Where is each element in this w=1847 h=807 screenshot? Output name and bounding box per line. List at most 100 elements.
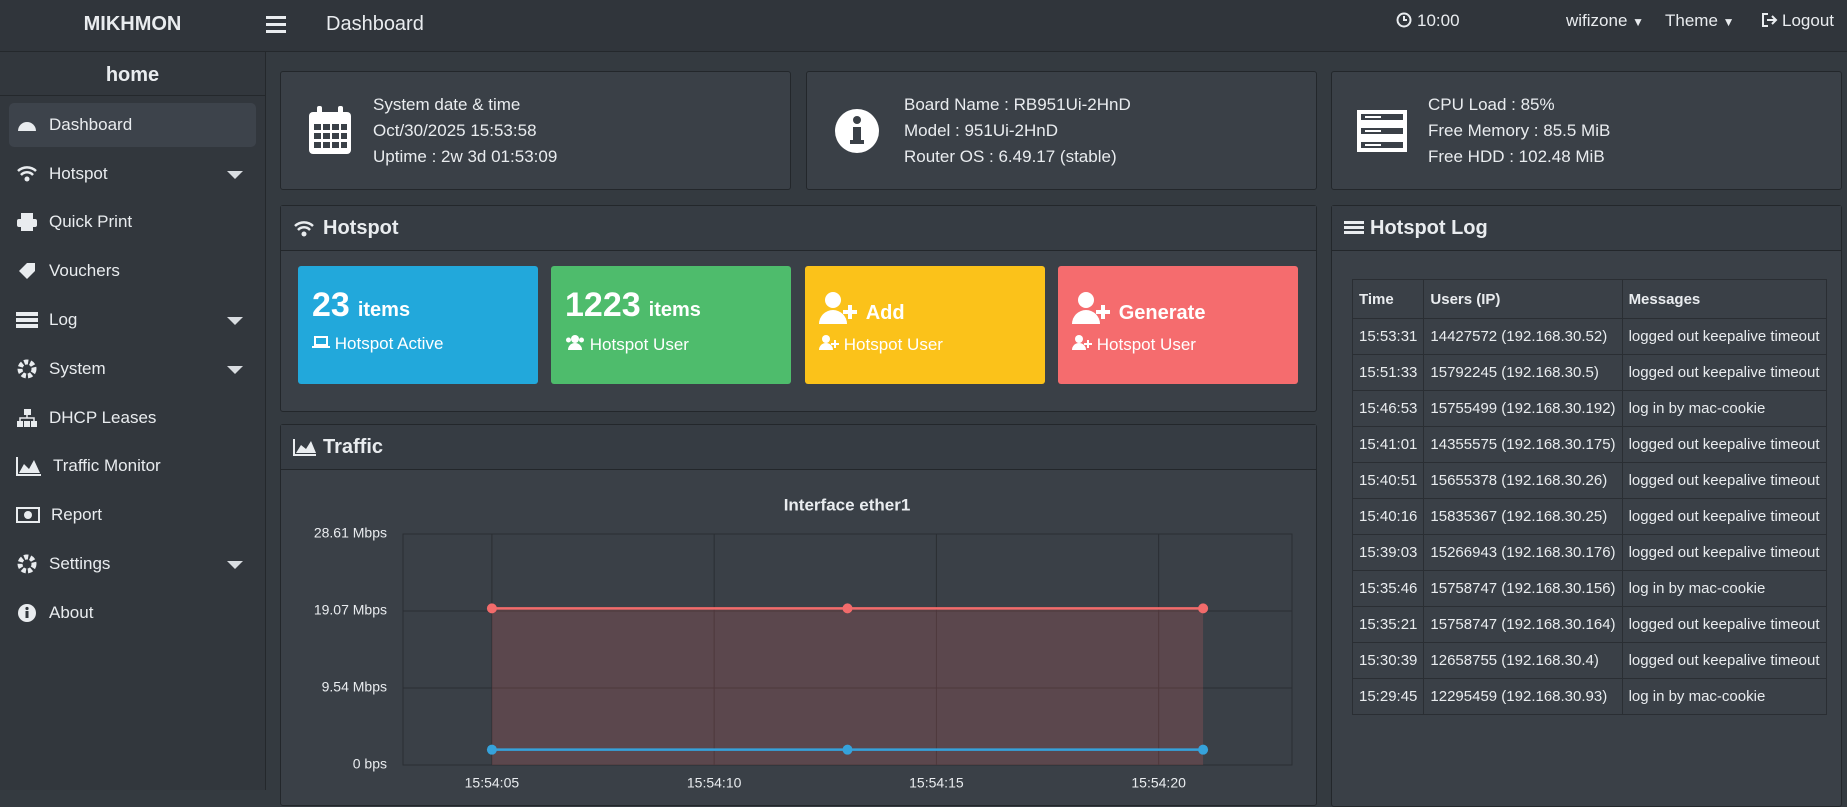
theme-menu[interactable]: Theme ▼ bbox=[1665, 11, 1735, 30]
tile-unit[interactable]: items bbox=[648, 299, 701, 321]
tile-label-text[interactable]: Hotspot User bbox=[843, 335, 943, 354]
nav-item[interactable]: Vouchers bbox=[9, 249, 256, 293]
point bbox=[1198, 744, 1209, 755]
nav-label[interactable]: Settings bbox=[49, 554, 111, 573]
point bbox=[842, 603, 853, 614]
tile-label-text[interactable]: Hotspot User bbox=[1096, 335, 1196, 354]
point bbox=[842, 744, 853, 755]
info-line: Free HDD : 102.48 MiB bbox=[1428, 147, 1605, 166]
nav-icon bbox=[19, 263, 35, 279]
tile[interactable]: Add Hotspot User bbox=[805, 266, 1045, 384]
tile-heading[interactable]: 23 items bbox=[312, 286, 410, 325]
nav-icon bbox=[17, 166, 37, 182]
nav-item[interactable]: Log bbox=[9, 298, 256, 342]
log-cell: 15758747 (192.168.30.164) bbox=[1423, 606, 1623, 643]
info-card: Board Name : RB951Ui-2HnD Model : 951Ui-… bbox=[806, 71, 1317, 190]
list-icon bbox=[1344, 221, 1364, 234]
log-cell: 14355575 (192.168.30.175) bbox=[1423, 426, 1623, 463]
x-tick-label: 15:54:05 bbox=[465, 775, 520, 790]
nav-item[interactable]: Settings bbox=[9, 542, 256, 586]
nav-label[interactable]: Report bbox=[51, 505, 103, 524]
nav-icon bbox=[17, 409, 37, 427]
chart: Interface ether1 0 bps 9.54 Mbps 19.07 Mbp… bbox=[314, 495, 1293, 790]
tile-heading-text[interactable]: Generate bbox=[1118, 302, 1206, 324]
page-title: Dashboard bbox=[326, 13, 424, 35]
nav-item[interactable]: Quick Print bbox=[9, 200, 256, 244]
info-line: Uptime : 2w 3d 01:53:09 bbox=[373, 147, 558, 166]
log-cell: 15:29:45 bbox=[1351, 678, 1425, 715]
nav-label[interactable]: Hotspot bbox=[49, 164, 108, 183]
tile-label[interactable]: Hotspot User bbox=[565, 334, 689, 355]
log-cell: log in by mac-cookie bbox=[1621, 678, 1827, 715]
log-row: 15:40:16 15835367 (192.168.30.25) logged o… bbox=[1351, 498, 1827, 535]
point bbox=[1198, 603, 1209, 614]
tile-count[interactable]: 23 bbox=[312, 286, 350, 324]
nav-label[interactable]: Dashboard bbox=[49, 115, 133, 134]
menu-toggle[interactable] bbox=[266, 15, 286, 33]
y-tick-label: 19.07 Mbps bbox=[314, 602, 387, 618]
nav-item[interactable]: About bbox=[9, 591, 256, 635]
log-cell: logged out keepalive timeout bbox=[1621, 354, 1827, 391]
nav-label[interactable]: Quick Print bbox=[49, 212, 133, 231]
user-menu[interactable]: wifizone ▼ bbox=[1566, 11, 1645, 30]
nav-item[interactable]: Traffic Monitor bbox=[9, 444, 256, 488]
log-cell: 14427572 (192.168.30.52) bbox=[1423, 318, 1623, 355]
nav-icon bbox=[17, 359, 37, 379]
tile-heading-text[interactable]: Add bbox=[865, 302, 905, 324]
log-panel: Hotspot Log Time Users (IP) Messages 15:… bbox=[1331, 205, 1842, 807]
x-tick-label: 15:54:15 bbox=[909, 775, 964, 790]
log-cell: 15:40:51 bbox=[1351, 462, 1425, 499]
logout-icon[interactable] bbox=[1761, 12, 1778, 28]
nav-item[interactable]: Hotspot bbox=[9, 152, 256, 196]
tile-count[interactable]: 1223 bbox=[565, 286, 641, 324]
sidebar: home Dashboard Hotspot Quick Print Vouch… bbox=[0, 52, 266, 790]
tile-label[interactable]: Hotspot Active bbox=[312, 334, 443, 354]
nav-label[interactable]: System bbox=[49, 359, 106, 378]
log-cell: 15:40:16 bbox=[1351, 498, 1425, 535]
log-table: Time Users (IP) Messages 15:53:31 1442757… bbox=[1351, 279, 1827, 715]
nav-label[interactable]: Vouchers bbox=[49, 261, 120, 280]
nav-icon bbox=[18, 604, 36, 622]
tile[interactable]: 23 items Hotspot Active bbox=[298, 266, 538, 384]
caret[interactable] bbox=[227, 561, 243, 569]
nav-label[interactable]: Log bbox=[49, 310, 78, 329]
caret[interactable] bbox=[227, 317, 243, 325]
nav-item[interactable]: Dashboard bbox=[9, 103, 256, 147]
tile[interactable]: 1223 items Hotspot User bbox=[551, 266, 791, 384]
logout[interactable]: Logout bbox=[1782, 11, 1834, 30]
user-name[interactable]: wifizone bbox=[1566, 11, 1628, 30]
caret[interactable] bbox=[227, 171, 243, 179]
chart-title: Interface ether1 bbox=[784, 495, 911, 514]
nav-item[interactable]: DHCP Leases bbox=[9, 396, 256, 440]
tile-heading[interactable]: Add bbox=[819, 291, 905, 325]
tile-label-text[interactable]: Hotspot User bbox=[589, 335, 689, 354]
nav-icon bbox=[17, 554, 37, 574]
brand[interactable]: MIKHMON bbox=[83, 13, 182, 35]
tile-heading[interactable]: 1223 items bbox=[565, 286, 701, 325]
tile-unit[interactable]: items bbox=[357, 299, 411, 321]
log-cell: log in by mac-cookie bbox=[1621, 570, 1827, 607]
nav-item[interactable]: Report bbox=[9, 493, 256, 537]
top-bar: MIKHMON Dashboard 10:00 wifizone ▼ Theme… bbox=[0, 0, 1847, 52]
nav-icon bbox=[17, 213, 37, 231]
info-line: System date & time bbox=[373, 95, 521, 114]
tile-label[interactable]: Hotspot User bbox=[1072, 334, 1196, 355]
tile[interactable]: Generate Hotspot User bbox=[1058, 266, 1298, 384]
divider bbox=[0, 95, 265, 96]
tile-label-text[interactable]: Hotspot Active bbox=[334, 334, 444, 353]
nav-item[interactable]: System bbox=[9, 347, 256, 391]
caret[interactable] bbox=[227, 366, 243, 374]
log-cell: 15835367 (192.168.30.25) bbox=[1423, 498, 1623, 535]
column-header: Messages bbox=[1621, 279, 1827, 319]
nav-label[interactable]: DHCP Leases bbox=[49, 408, 157, 427]
log-cell: logged out keepalive timeout bbox=[1621, 318, 1827, 355]
theme-label[interactable]: Theme bbox=[1665, 11, 1718, 30]
log-cell: 15:39:03 bbox=[1351, 534, 1425, 571]
user-plus-icon bbox=[819, 335, 839, 350]
tile-heading[interactable]: Generate bbox=[1072, 291, 1205, 325]
tile-label[interactable]: Hotspot User bbox=[819, 334, 943, 355]
nav-label[interactable]: Traffic Monitor bbox=[53, 456, 161, 475]
log-cell: 15:35:21 bbox=[1351, 606, 1425, 643]
nav-label[interactable]: About bbox=[49, 603, 94, 622]
